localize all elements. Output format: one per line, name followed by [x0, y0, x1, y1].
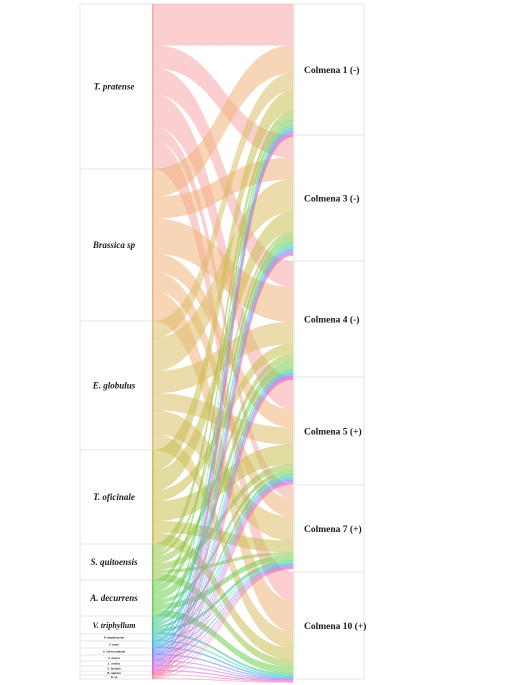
- source-node-s-macro: [152, 655, 154, 661]
- flow-d-sp-to-colmena-4: [152, 379, 294, 678]
- flow-b-nigrum-to-colmena-7: [152, 567, 294, 675]
- source-label-v-triphyllum: V. triphyllum: [93, 621, 136, 630]
- flow-d-sp-to-colmena-3: [152, 254, 294, 677]
- flow-s-lucinda-to-colmena-1: [152, 134, 294, 668]
- source-node-brassica-sp: [152, 169, 154, 321]
- flow-z-mays-to-colmena-4: [152, 372, 294, 646]
- flow-d-sp-to-colmena-10: [152, 678, 294, 683]
- source-label-s-lucinda: S. lucinda: [107, 667, 121, 671]
- flow-l-arctica-to-colmena-1: [152, 133, 294, 663]
- target-label-colmena-1: Colmena 1 (-): [304, 65, 359, 76]
- target-label-colmena-5: Colmena 5 (+): [304, 427, 362, 438]
- flow-t-pratense-to-colmena-7: [152, 126, 294, 499]
- flow-a-decurrens-to-colmena-3: [152, 236, 294, 593]
- flow-t-oficinale-to-colmena-4: [152, 343, 294, 502]
- flow-l-arctica-to-colmena-7: [152, 566, 294, 666]
- flow-d-sp-to-colmena-1: [152, 136, 294, 677]
- source-label-z-mays: Z. mays: [109, 643, 120, 647]
- source-node-p-longebracata: [152, 634, 154, 641]
- node-frames: [79, 3, 365, 680]
- flow-s-macro-to-colmena-1: [152, 132, 294, 657]
- source-node-s-lucinda: [152, 666, 154, 671]
- source-node-t-pratense: [152, 4, 154, 169]
- source-node-d-sp: [152, 675, 154, 679]
- source-label-brassica-sp: Brassica sp: [92, 240, 136, 250]
- source-label-s-quitoensis: S. quitoensis: [90, 557, 138, 567]
- flow-links: [152, 3, 294, 683]
- source-node-s-chrysocephala: [152, 648, 154, 655]
- flow-brassica-sp-to-colmena-1: [152, 45, 294, 198]
- target-label-colmena-10: Colmena 10 (+): [304, 621, 366, 632]
- source-label-l-arctica: L. arctica: [107, 662, 121, 666]
- flow-v-triphyllum-to-colmena-7: [152, 560, 294, 633]
- flow-p-longebracata-to-colmena-7: [152, 563, 294, 641]
- flow-l-arctica-to-colmena-10: [152, 664, 294, 681]
- source-label-b-nigrum: B. nigrum: [106, 671, 121, 675]
- source-node-s-quitoensis: [152, 544, 154, 580]
- flow-v-triphyllum-to-colmena-10: [152, 631, 294, 676]
- flow-s-chrysocephala-to-colmena-10: [152, 653, 294, 680]
- source-label-a-decurrens: A. decurrens: [89, 593, 138, 603]
- source-label-t-pratense: T. pratense: [94, 82, 135, 92]
- node-labels: T. pratense Brassica sp E. globulus T. ofic…: [89, 65, 366, 679]
- source-node-a-decurrens: [152, 580, 154, 616]
- flow-z-mays-to-colmena-1: [152, 129, 294, 643]
- flow-b-nigrum-to-colmena-10: [152, 674, 294, 683]
- target-label-colmena-7: Colmena 7 (+): [304, 524, 362, 535]
- flow-t-pratense-to-colmena-1: [152, 3, 294, 46]
- source-node-v-triphyllum: [152, 616, 154, 634]
- target-label-colmena-3: Colmena 3 (-): [304, 194, 359, 205]
- flow-p-longebracata-to-colmena-10: [152, 639, 294, 677]
- source-label-s-chrysocephala: S. chrysocephala: [103, 650, 126, 654]
- flow-s-chrysocephala-to-colmena-4: [152, 374, 294, 653]
- flow-s-macro-to-colmena-5: [152, 480, 294, 660]
- target-label-colmena-4: Colmena 4 (-): [304, 315, 359, 326]
- source-node-z-mays: [152, 641, 154, 648]
- flow-a-decurrens-to-colmena-1: [152, 119, 294, 586]
- flow-s-macro-to-colmena-3: [152, 250, 294, 658]
- source-node-t-oficinale: [152, 450, 154, 544]
- flow-v-triphyllum-to-colmena-4: [152, 369, 294, 627]
- flow-z-mays-to-colmena-3: [152, 248, 294, 644]
- flow-d-sp-to-colmena-5: [152, 483, 294, 679]
- source-label-s-macro: S. macro: [108, 656, 120, 660]
- flow-p-longebracata-to-colmena-3: [152, 247, 294, 638]
- source-label-t-oficinale: T. oficinale: [93, 492, 135, 502]
- source-node-e-globulus: [152, 321, 154, 450]
- source-node-b-nigrum: [152, 671, 154, 675]
- flow-l-arctica-to-colmena-3: [152, 252, 294, 664]
- flow-b-nigrum-to-colmena-5: [152, 482, 294, 674]
- source-label-d-sp: D. sp: [110, 675, 118, 679]
- flow-s-chrysocephala-to-colmena-1: [152, 131, 294, 650]
- source-nodes: [152, 4, 154, 679]
- flow-brassica-sp-to-colmena-5: [152, 253, 294, 428]
- source-label-e-globulus: E. globulus: [92, 381, 136, 391]
- source-label-p-longebracata: P. longebracata: [104, 636, 125, 640]
- flow-d-sp-to-colmena-7: [152, 568, 294, 679]
- flow-s-lucinda-to-colmena-5: [152, 482, 294, 670]
- source-node-l-arctica: [152, 661, 154, 666]
- flow-v-triphyllum-to-colmena-3: [152, 242, 294, 624]
